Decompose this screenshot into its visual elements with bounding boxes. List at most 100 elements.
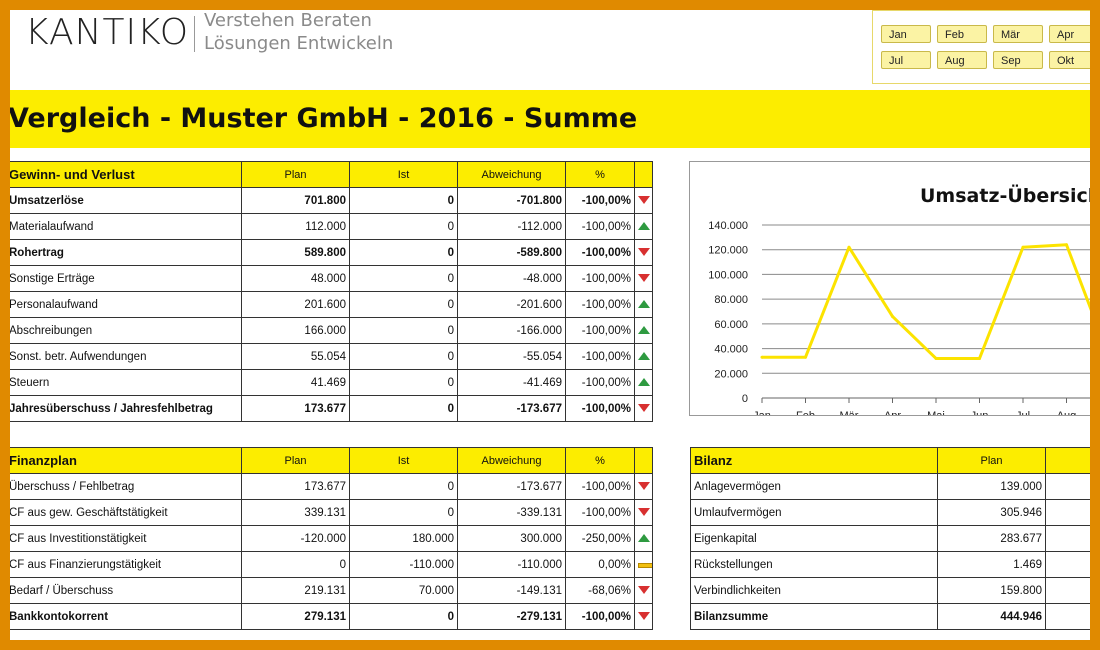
- percent-cell[interactable]: -100,00%: [565, 473, 635, 500]
- percent-cell[interactable]: -100,00%: [565, 187, 635, 214]
- abweichung-cell[interactable]: -279.131: [457, 603, 566, 630]
- row-label[interactable]: Rohertrag: [10, 239, 242, 266]
- ist-cell[interactable]: 0: [349, 291, 458, 318]
- plan-cell[interactable]: 166.000: [241, 317, 350, 344]
- percent-cell[interactable]: -100,00%: [565, 265, 635, 292]
- indicator-cell[interactable]: [634, 577, 653, 604]
- row-label[interactable]: Materialaufwand: [10, 213, 242, 240]
- abweichung-cell[interactable]: -173.677: [457, 395, 566, 422]
- indicator-cell[interactable]: [634, 499, 653, 526]
- ist-cell[interactable]: 0: [349, 187, 458, 214]
- percent-cell[interactable]: -100,00%: [565, 369, 635, 396]
- ist-cell[interactable]: 0: [349, 213, 458, 240]
- plan-cell[interactable]: 112.000: [241, 213, 350, 240]
- percent-cell[interactable]: -68,06%: [565, 577, 635, 604]
- row-label[interactable]: Jahresüberschuss / Jahresfehlbetrag: [10, 395, 242, 422]
- row-label[interactable]: Umlaufvermögen: [690, 499, 938, 526]
- ist-cell[interactable]: 0: [349, 603, 458, 630]
- plan-cell[interactable]: 1.469: [937, 551, 1046, 578]
- percent-cell[interactable]: 0,00%: [565, 551, 635, 578]
- plan-cell[interactable]: 139.000: [937, 473, 1046, 500]
- plan-cell[interactable]: -120.000: [241, 525, 350, 552]
- row-label[interactable]: Sonstige Erträge: [10, 265, 242, 292]
- extra-cell[interactable]: [1045, 577, 1090, 604]
- abweichung-cell[interactable]: -48.000: [457, 265, 566, 292]
- ist-cell[interactable]: 0: [349, 265, 458, 292]
- abweichung-cell[interactable]: -701.800: [457, 187, 566, 214]
- ist-cell[interactable]: 0: [349, 473, 458, 500]
- indicator-cell[interactable]: [634, 187, 653, 214]
- ist-cell[interactable]: 0: [349, 499, 458, 526]
- month-button-apr[interactable]: Apr: [1049, 25, 1090, 43]
- row-label[interactable]: Anlagevermögen: [690, 473, 938, 500]
- plan-cell[interactable]: 173.677: [241, 395, 350, 422]
- extra-cell[interactable]: [1045, 525, 1090, 552]
- abweichung-cell[interactable]: -173.677: [457, 473, 566, 500]
- row-label[interactable]: Steuern: [10, 369, 242, 396]
- plan-cell[interactable]: 305.946: [937, 499, 1046, 526]
- indicator-cell[interactable]: [634, 551, 653, 578]
- row-label[interactable]: Verbindlichkeiten: [690, 577, 938, 604]
- indicator-cell[interactable]: [634, 525, 653, 552]
- month-button-jul[interactable]: Jul: [881, 51, 931, 69]
- ist-cell[interactable]: 0: [349, 317, 458, 344]
- percent-cell[interactable]: -100,00%: [565, 343, 635, 370]
- abweichung-cell[interactable]: -201.600: [457, 291, 566, 318]
- percent-cell[interactable]: -100,00%: [565, 603, 635, 630]
- abweichung-cell[interactable]: -110.000: [457, 551, 566, 578]
- abweichung-cell[interactable]: -339.131: [457, 499, 566, 526]
- percent-cell[interactable]: -100,00%: [565, 239, 635, 266]
- plan-cell[interactable]: 283.677: [937, 525, 1046, 552]
- plan-cell[interactable]: 339.131: [241, 499, 350, 526]
- ist-cell[interactable]: 0: [349, 343, 458, 370]
- plan-cell[interactable]: 48.000: [241, 265, 350, 292]
- plan-cell[interactable]: 55.054: [241, 343, 350, 370]
- indicator-cell[interactable]: [634, 603, 653, 630]
- row-label[interactable]: Eigenkapital: [690, 525, 938, 552]
- month-button-aug[interactable]: Aug: [937, 51, 987, 69]
- ist-cell[interactable]: -110.000: [349, 551, 458, 578]
- abweichung-cell[interactable]: -166.000: [457, 317, 566, 344]
- percent-cell[interactable]: -100,00%: [565, 213, 635, 240]
- month-button-feb[interactable]: Feb: [937, 25, 987, 43]
- month-button-sep[interactable]: Sep: [993, 51, 1043, 69]
- row-label[interactable]: Sonst. betr. Aufwendungen: [10, 343, 242, 370]
- indicator-cell[interactable]: [634, 213, 653, 240]
- month-button-jan[interactable]: Jan: [881, 25, 931, 43]
- row-label[interactable]: Umsatzerlöse: [10, 187, 242, 214]
- indicator-cell[interactable]: [634, 265, 653, 292]
- indicator-cell[interactable]: [634, 473, 653, 500]
- abweichung-cell[interactable]: -589.800: [457, 239, 566, 266]
- extra-cell[interactable]: [1045, 473, 1090, 500]
- plan-cell[interactable]: 201.600: [241, 291, 350, 318]
- row-label[interactable]: CF aus Investitionstätigkeit: [10, 525, 242, 552]
- plan-cell[interactable]: 589.800: [241, 239, 350, 266]
- extra-cell[interactable]: [1045, 499, 1090, 526]
- abweichung-cell[interactable]: -41.469: [457, 369, 566, 396]
- row-label[interactable]: Abschreibungen: [10, 317, 242, 344]
- row-label[interactable]: Rückstellungen: [690, 551, 938, 578]
- indicator-cell[interactable]: [634, 343, 653, 370]
- percent-cell[interactable]: -100,00%: [565, 317, 635, 344]
- percent-cell[interactable]: -100,00%: [565, 395, 635, 422]
- ist-cell[interactable]: 0: [349, 239, 458, 266]
- abweichung-cell[interactable]: -112.000: [457, 213, 566, 240]
- row-label[interactable]: CF aus gew. Geschäftstätigkeit: [10, 499, 242, 526]
- row-label[interactable]: Bilanzsumme: [690, 603, 938, 630]
- extra-cell[interactable]: [1045, 551, 1090, 578]
- ist-cell[interactable]: 70.000: [349, 577, 458, 604]
- plan-cell[interactable]: 701.800: [241, 187, 350, 214]
- plan-cell[interactable]: 159.800: [937, 577, 1046, 604]
- ist-cell[interactable]: 0: [349, 369, 458, 396]
- ist-cell[interactable]: 0: [349, 395, 458, 422]
- plan-cell[interactable]: 444.946: [937, 603, 1046, 630]
- abweichung-cell[interactable]: -149.131: [457, 577, 566, 604]
- row-label[interactable]: CF aus Finanzierungstätigkeit: [10, 551, 242, 578]
- percent-cell[interactable]: -100,00%: [565, 291, 635, 318]
- indicator-cell[interactable]: [634, 317, 653, 344]
- plan-cell[interactable]: 173.677: [241, 473, 350, 500]
- plan-cell[interactable]: 0: [241, 551, 350, 578]
- ist-cell[interactable]: 180.000: [349, 525, 458, 552]
- plan-cell[interactable]: 219.131: [241, 577, 350, 604]
- abweichung-cell[interactable]: -55.054: [457, 343, 566, 370]
